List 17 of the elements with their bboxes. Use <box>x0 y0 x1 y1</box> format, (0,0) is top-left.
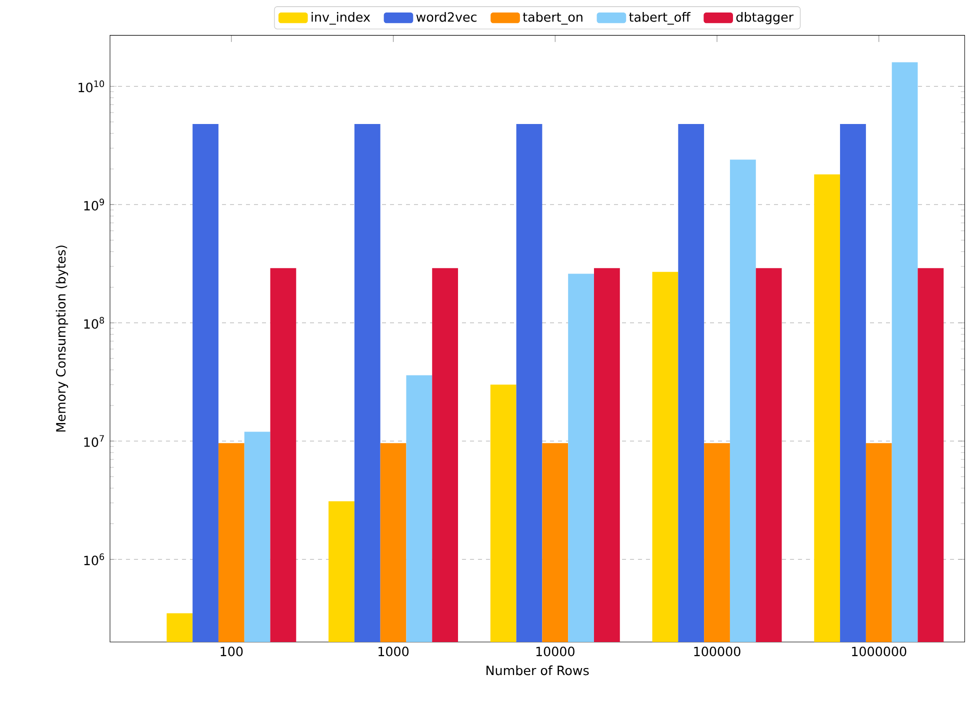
legend-label: inv_index <box>312 12 370 25</box>
x-tick-label: 1000000 <box>852 646 906 656</box>
y-tick-label: 10$^{10}$ <box>78 80 104 92</box>
x-tick-label: 100000 <box>694 646 740 656</box>
legend-label: word2vec <box>416 12 477 22</box>
legend-label: tabert_on <box>522 12 582 25</box>
x-axis-title: Number of Rows <box>486 665 589 676</box>
legend-label: dbtagger <box>736 12 794 24</box>
x-tick-label: 100 <box>220 646 243 656</box>
y-tick-label: 10$^{9}$ <box>84 198 104 211</box>
y-tick-label: 10$^{6}$ <box>84 553 104 566</box>
legend-label: tabert_off <box>629 12 691 25</box>
y-axis-title: Memory Consumption (bytes) <box>56 246 68 432</box>
x-tick-label: 1000 <box>378 646 409 656</box>
y-tick-label: 10$^{8}$ <box>84 316 104 329</box>
x-tick-label: 10000 <box>536 646 574 656</box>
y-tick-label: 10$^{7}$ <box>84 435 104 447</box>
